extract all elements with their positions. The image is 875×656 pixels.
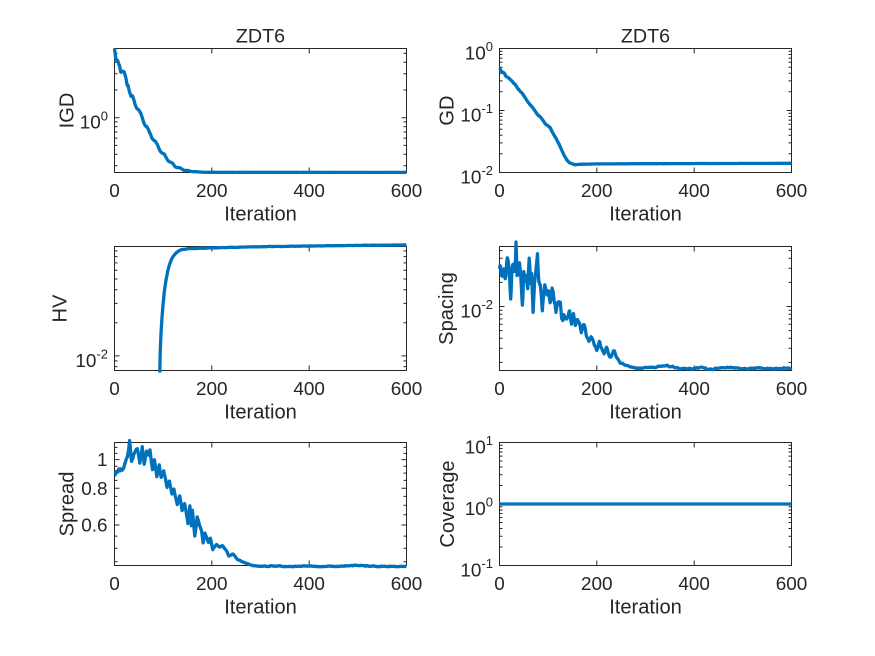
svg-text:Iteration: Iteration — [224, 597, 297, 619]
svg-text:10-2: 10-2 — [75, 347, 108, 372]
svg-text:200: 200 — [196, 181, 228, 202]
svg-text:600: 600 — [391, 181, 423, 202]
svg-text:200: 200 — [196, 574, 228, 595]
svg-text:100: 100 — [80, 108, 108, 133]
svg-text:400: 400 — [678, 181, 710, 202]
svg-text:ZDT6: ZDT6 — [621, 26, 670, 48]
svg-text:200: 200 — [196, 379, 228, 400]
svg-text:Iteration: Iteration — [224, 402, 297, 424]
svg-text:10-1: 10-1 — [460, 101, 493, 126]
svg-text:400: 400 — [678, 574, 710, 595]
svg-text:200: 200 — [581, 574, 613, 595]
svg-text:1: 1 — [97, 450, 108, 471]
svg-text:0: 0 — [494, 181, 505, 202]
svg-text:0: 0 — [109, 379, 120, 400]
svg-text:Iteration: Iteration — [224, 204, 297, 226]
svg-text:0.6: 0.6 — [81, 516, 107, 537]
svg-text:600: 600 — [391, 379, 423, 400]
svg-text:0: 0 — [494, 574, 505, 595]
svg-text:400: 400 — [293, 379, 325, 400]
svg-text:Iteration: Iteration — [609, 204, 682, 226]
svg-text:Spacing: Spacing — [436, 272, 458, 345]
svg-text:HV: HV — [50, 294, 72, 323]
svg-text:200: 200 — [581, 181, 613, 202]
svg-text:101: 101 — [465, 433, 493, 458]
svg-text:0: 0 — [109, 574, 120, 595]
svg-text:10-2: 10-2 — [460, 163, 493, 188]
svg-text:10-2: 10-2 — [460, 297, 493, 322]
svg-text:0: 0 — [109, 181, 120, 202]
svg-text:400: 400 — [293, 181, 325, 202]
svg-text:100: 100 — [465, 495, 493, 520]
svg-text:400: 400 — [293, 574, 325, 595]
svg-text:10-1: 10-1 — [460, 556, 493, 581]
svg-text:600: 600 — [776, 379, 808, 400]
svg-text:600: 600 — [776, 574, 808, 595]
svg-text:600: 600 — [391, 574, 423, 595]
svg-text:ZDT6: ZDT6 — [236, 26, 285, 48]
svg-text:GD: GD — [436, 95, 458, 125]
svg-text:600: 600 — [776, 181, 808, 202]
svg-text:100: 100 — [465, 39, 493, 64]
svg-text:Iteration: Iteration — [609, 597, 682, 619]
svg-text:0.8: 0.8 — [81, 479, 107, 500]
svg-text:0: 0 — [494, 379, 505, 400]
svg-text:200: 200 — [581, 379, 613, 400]
svg-text:400: 400 — [678, 379, 710, 400]
svg-text:IGD: IGD — [56, 93, 78, 129]
svg-text:Coverage: Coverage — [437, 460, 459, 547]
svg-text:Iteration: Iteration — [609, 402, 682, 424]
svg-text:Spread: Spread — [57, 472, 79, 537]
